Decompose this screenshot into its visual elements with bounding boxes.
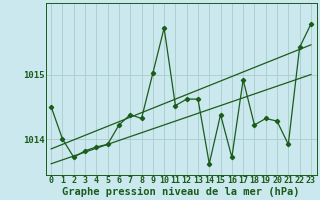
X-axis label: Graphe pression niveau de la mer (hPa): Graphe pression niveau de la mer (hPa) xyxy=(62,186,300,197)
